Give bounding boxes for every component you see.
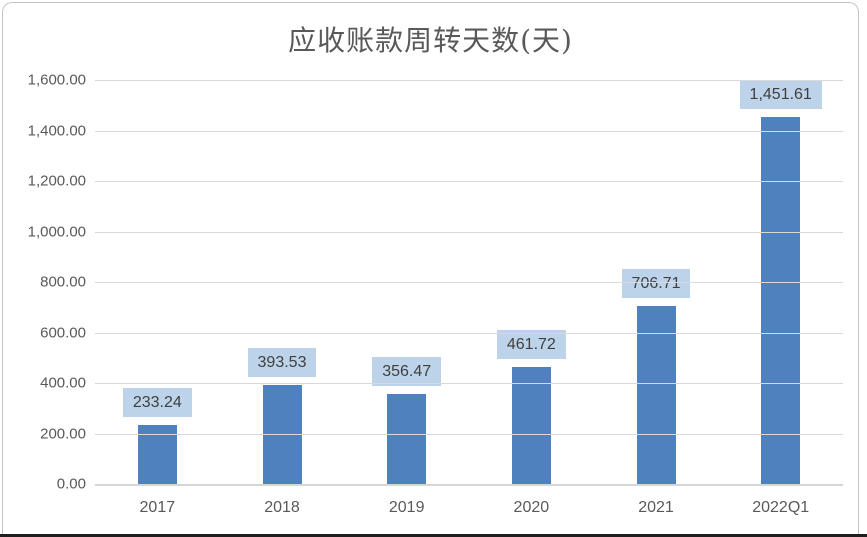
x-tick-label: 2019 xyxy=(388,499,425,516)
bar-slot-2017: 233.24 xyxy=(95,80,220,484)
y-axis: 0.00 200.00 400.00 600.00 800.00 1,000.00 1,20… xyxy=(0,72,86,493)
gridline xyxy=(95,181,843,182)
gridline xyxy=(95,332,843,334)
gridline xyxy=(95,80,843,81)
bar-value-label: 706.71 xyxy=(621,268,691,298)
bar-value-label: 233.24 xyxy=(122,388,192,418)
plot-area: 233.24 393.53 356.47 461.72 706.71 1,451.61 xyxy=(95,80,843,486)
bar-slot-2020: 461.72 xyxy=(469,80,594,484)
y-tick-label: 1,400.00 xyxy=(27,122,86,139)
bar-slot-2021: 706.71 xyxy=(594,80,719,484)
bar-value-label: 1,451.61 xyxy=(739,80,822,110)
y-tick-label: 1,200.00 xyxy=(27,172,86,190)
y-tick-label: 1,600.00 xyxy=(27,71,86,89)
x-axis: 2017 2018 2019 2020 2021 2022Q1 xyxy=(95,486,843,517)
x-tick-label: 2022Q1 xyxy=(752,499,810,516)
y-tick-label: 800.00 xyxy=(40,273,86,291)
y-tick-label: 0.00 xyxy=(56,475,86,493)
x-tick-label: 2020 xyxy=(513,499,550,516)
bar-slot-2019: 356.47 xyxy=(344,80,469,484)
bar xyxy=(511,367,551,484)
bar xyxy=(636,305,676,484)
gridline xyxy=(95,231,843,233)
gridline xyxy=(95,433,843,435)
gridline xyxy=(95,130,843,132)
y-tick-label: 400.00 xyxy=(40,374,86,392)
bars-row: 233.24 393.53 356.47 461.72 706.71 1,451.61 xyxy=(95,80,843,484)
gridline xyxy=(95,383,843,384)
screenshot-bottom-edge xyxy=(0,534,867,537)
bar xyxy=(137,425,177,484)
bar xyxy=(387,394,427,484)
x-tick-label: 2021 xyxy=(638,499,674,516)
gridline xyxy=(95,282,843,283)
bar xyxy=(761,117,801,484)
bar-value-label: 356.47 xyxy=(372,357,442,386)
y-tick-label: 200.00 xyxy=(40,425,86,442)
x-tick-label: 2018 xyxy=(264,499,300,516)
y-tick-label: 1,000.00 xyxy=(27,223,86,240)
bar-value-label: 393.53 xyxy=(247,347,317,377)
chart-title: 应收账款周转天数(天) xyxy=(288,24,573,57)
x-tick-label: 2017 xyxy=(139,499,176,516)
y-tick-label: 600.00 xyxy=(40,324,86,341)
bar-value-label: 461.72 xyxy=(496,330,566,360)
x-axis-line xyxy=(95,484,843,486)
bar-slot-2022Q1: 1,451.61 xyxy=(718,80,843,484)
